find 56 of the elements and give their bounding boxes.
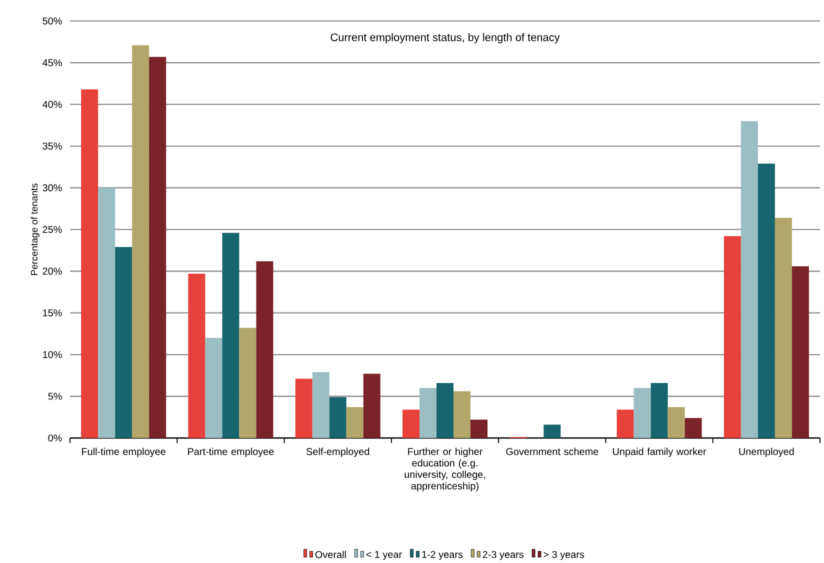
bar [634,388,651,438]
bar [188,274,206,438]
x-tick-label: Self-employed [306,448,370,458]
bar [132,45,150,438]
bar [454,391,471,438]
bar [256,261,274,438]
y-tick-label: 15% [43,309,62,316]
text: Current employment status, by length of tenacy [330,33,560,44]
bar [149,56,166,438]
bar [668,407,685,438]
x-tick-label: Full-time employee [82,448,166,458]
y-tick-label: 10% [43,351,62,358]
bar [222,232,240,438]
bar [544,424,561,438]
bar [684,418,702,438]
y-tick-label: 40% [42,100,62,108]
bar [724,236,741,438]
bar [470,420,488,438]
bar [740,121,758,438]
bar [205,338,222,438]
y-tick-label: 20% [42,268,62,275]
bar [616,410,634,438]
bar [239,328,256,438]
bar [774,218,792,438]
y-axis-title: Percentage of tenants [30,184,40,276]
bar [650,382,668,438]
bar [329,397,346,438]
x-tick-label: Further or higher education (e.g. university, college, apprenticeship) [404,448,485,492]
legend-label: < 1 year [366,551,402,560]
legend-label: Overall [315,550,346,558]
x-tick-label: Government scheme [506,448,598,456]
y-tick-label: 35% [42,142,62,150]
bar [295,378,312,438]
y-tick-label: 30% [42,184,62,192]
bar [436,382,454,438]
bar [363,374,380,438]
y-tick-label: 25% [42,226,62,234]
bar [402,410,420,438]
bar [346,407,364,438]
x-tick-label: Part-time employee [188,448,274,458]
y-tick-label: 45% [42,59,62,66]
bar [758,164,775,438]
bar [98,188,116,438]
y-tick-label: 50% [42,17,62,25]
y-tick-label: 5% [48,392,62,400]
x-tick-label: Unpaid family worker [612,448,706,458]
legend-label: > 3 years [544,550,584,560]
bar [420,388,437,438]
bar [115,247,132,438]
x-tick-label: Unemployed [739,448,794,458]
bar [81,89,98,438]
bar [312,372,330,438]
legend-label: 2-3 years [482,550,524,560]
y-tick-label: 0% [48,434,62,442]
legend-label: 1-2 years [422,550,463,560]
bar [792,266,809,438]
